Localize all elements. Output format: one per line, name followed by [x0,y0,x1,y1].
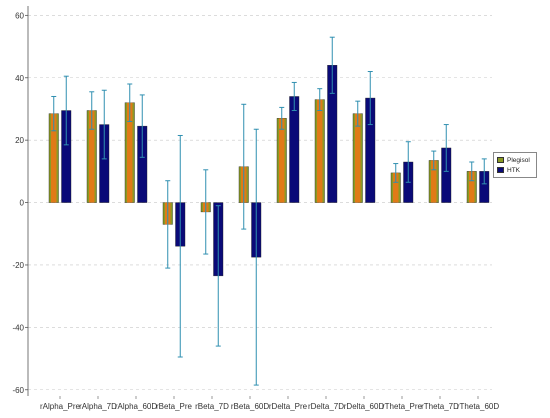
legend: Plegisol HTK [493,152,537,178]
x-tick-label: rAlpha_Pre [40,402,81,411]
x-tick-label: rBeta_60D [231,402,269,411]
x-tick-label: rDelta_60D [344,402,385,411]
legend-label-htk: HTK [507,166,520,174]
bar-inner-rtheta_60d [469,171,475,203]
y-tick-label: 40 [15,74,24,83]
error-bars [51,36,487,386]
legend-label-plegisol: Plegisol [507,156,530,164]
x-tick-label: rTheta_7D [421,402,459,411]
bar-inner-ralpha_7d [89,110,95,203]
y-tick-label: -20 [12,261,24,270]
bar-inner-ralpha_60d [127,102,133,203]
y-tick-label: 0 [20,199,25,208]
bar-htk-rdelta_pre [289,96,300,203]
bar-inner-rdelta_60d [355,113,361,203]
legend-item-htk: HTK [497,165,533,175]
bars [48,65,490,277]
x-tick-label: rDelta_Pre [269,402,308,411]
x-tick-label: rAlpha_60D [115,402,157,411]
y-tick-label: 60 [15,11,24,20]
x-tick-label: rAlpha_7D [79,402,117,411]
x-tick-label: rTheta_Pre [382,402,423,411]
bar-inner-rtheta_pre [393,172,399,203]
x-tick-label: rTheta_60D [457,402,499,411]
legend-swatch-plegisol [497,157,504,163]
legend-item-plegisol: Plegisol [497,155,533,165]
bar-inner-rtheta_7d [431,160,437,203]
y-tick-label: -40 [12,323,24,332]
x-tick-label: rBeta_7D [195,402,229,411]
x-tick-label: rBeta_Pre [156,402,193,411]
grid-lines [28,15,492,391]
bar-inner-rdelta_pre [279,118,285,203]
bar-inner-rdelta_7d [317,99,323,203]
x-tick-label: rDelta_7D [308,402,344,411]
bar-inner-ralpha_pre [51,113,57,203]
legend-swatch-htk [497,167,504,173]
y-axis: 60 40 20 0 -20 -40 -60 [12,11,28,395]
y-tick-label: 20 [15,136,24,145]
y-tick-label: -60 [12,386,24,395]
